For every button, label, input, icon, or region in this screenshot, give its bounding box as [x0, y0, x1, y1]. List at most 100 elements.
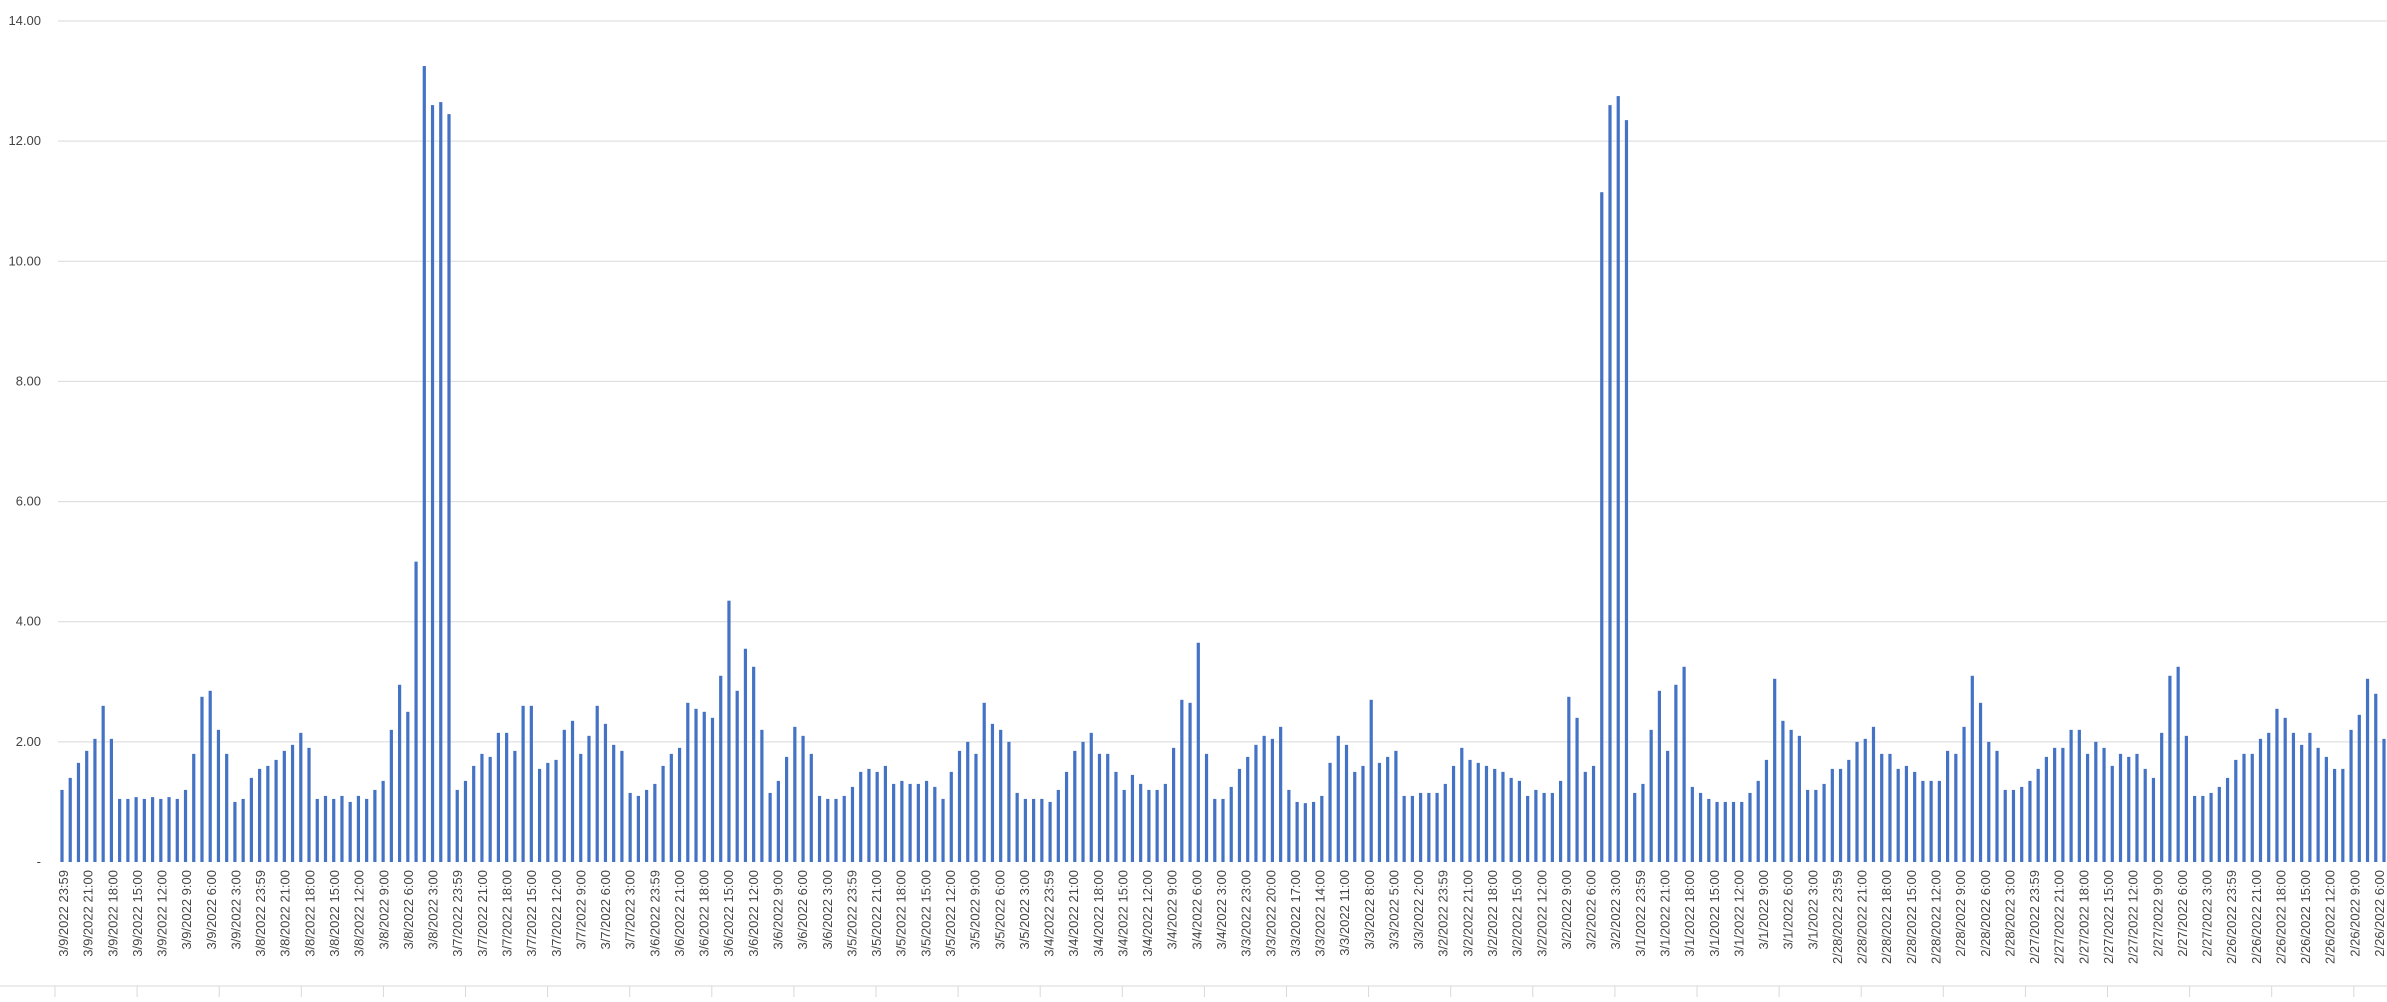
bar — [1188, 702, 1192, 862]
bar — [949, 771, 953, 862]
bar — [1559, 780, 1563, 862]
x-tick-label: 3/1/2022 15:00 — [1707, 870, 1722, 957]
bar — [636, 795, 640, 862]
bar-series — [60, 66, 2386, 863]
bar — [142, 798, 146, 862]
bar — [1023, 798, 1027, 862]
x-tick-label: 3/1/2022 6:00 — [1781, 870, 1796, 950]
bar — [2135, 753, 2139, 862]
bar — [743, 648, 748, 862]
bar — [924, 780, 929, 862]
bar — [1534, 789, 1538, 862]
bar — [2011, 789, 2016, 862]
bar — [2003, 789, 2007, 862]
x-tick-label: 3/4/2022 9:00 — [1165, 870, 1180, 950]
x-tick-label: 2/28/2022 9:00 — [1953, 870, 1968, 957]
x-tick-label: 3/4/2022 18:00 — [1091, 870, 1106, 957]
bar — [60, 789, 64, 862]
bar — [2061, 747, 2065, 862]
bar — [505, 732, 509, 862]
bar — [2382, 738, 2386, 862]
bar — [1246, 756, 1250, 863]
bar — [1139, 783, 1143, 862]
x-tick-label: 3/1/2022 18:00 — [1682, 870, 1697, 957]
bar — [1830, 768, 1834, 862]
bar — [307, 747, 311, 862]
bar — [1254, 744, 1258, 862]
bar — [1287, 789, 1291, 862]
bar — [1295, 801, 1299, 862]
x-tick-label: 2/27/2022 12:00 — [2126, 870, 2141, 964]
bar — [118, 798, 122, 862]
bar — [1633, 792, 1637, 862]
bar — [850, 786, 855, 862]
bar — [2217, 786, 2221, 862]
bar — [167, 797, 171, 862]
bar — [2242, 753, 2246, 862]
bar — [373, 789, 377, 862]
bar — [258, 768, 262, 862]
bar — [1303, 803, 1307, 862]
x-tick-label: 2/28/2022 18:00 — [1879, 870, 1894, 964]
bar — [1542, 792, 1546, 862]
bar — [1814, 789, 1818, 862]
bar — [645, 789, 649, 862]
bar — [1196, 642, 1200, 862]
bar — [1855, 741, 1859, 862]
bar — [554, 759, 558, 862]
bar — [1237, 768, 1242, 862]
bar — [1880, 753, 1884, 862]
x-tick-label: 2/27/2022 15:00 — [2101, 870, 2116, 964]
x-tick-label: 3/9/2022 12:00 — [155, 870, 170, 957]
bar — [2324, 756, 2328, 863]
x-tick-label: 3/6/2022 9:00 — [771, 870, 786, 950]
bar — [537, 768, 542, 862]
bar — [941, 798, 945, 862]
x-tick-label: 3/4/2022 21:00 — [1066, 870, 1081, 957]
bar — [809, 753, 813, 862]
bar — [208, 690, 212, 862]
x-tick-label: 3/6/2022 6:00 — [795, 870, 810, 950]
bar — [653, 783, 657, 862]
bar — [1756, 780, 1760, 862]
bar — [2168, 675, 2172, 862]
bar — [1888, 753, 1892, 862]
bar — [982, 702, 986, 862]
x-tick-label: 3/9/2022 18:00 — [105, 870, 120, 957]
x-tick-label: 3/5/2022 18:00 — [894, 870, 909, 957]
bar — [2193, 795, 2197, 862]
bar — [1377, 762, 1382, 862]
bar — [579, 753, 583, 862]
x-tick-label: 2/27/2022 23:59 — [2027, 870, 2042, 964]
bar — [612, 744, 616, 862]
x-tick-label: 3/1/2022 23:59 — [1633, 870, 1648, 957]
bar — [85, 750, 89, 862]
x-tick-label: 3/4/2022 3:00 — [1214, 870, 1229, 950]
x-tick-label: 3/2/2022 12:00 — [1534, 870, 1549, 957]
bar — [439, 102, 443, 863]
x-tick-label: 2/28/2022 15:00 — [1904, 870, 1919, 964]
y-tick-label: 6.00 — [16, 494, 41, 509]
bar — [1501, 771, 1505, 862]
x-tick-label: 3/6/2022 23:59 — [647, 870, 662, 957]
bar — [1946, 750, 1950, 862]
x-tick-label: 2/28/2022 23:59 — [1830, 870, 1845, 964]
bar — [760, 729, 764, 862]
bar — [365, 798, 369, 862]
bar — [1155, 789, 1159, 862]
bar — [1311, 801, 1316, 862]
y-tick-label: - — [37, 854, 41, 869]
bar — [817, 795, 822, 862]
bar — [1962, 726, 1966, 862]
bar — [661, 765, 665, 862]
bar — [1649, 729, 1653, 862]
bar — [1147, 789, 1151, 862]
bar — [628, 792, 632, 862]
x-tick-label: 3/3/2022 14:00 — [1313, 870, 1328, 957]
bar — [1007, 741, 1011, 862]
bar — [1954, 753, 1958, 862]
bar — [2275, 708, 2279, 862]
bar — [1180, 699, 1184, 862]
